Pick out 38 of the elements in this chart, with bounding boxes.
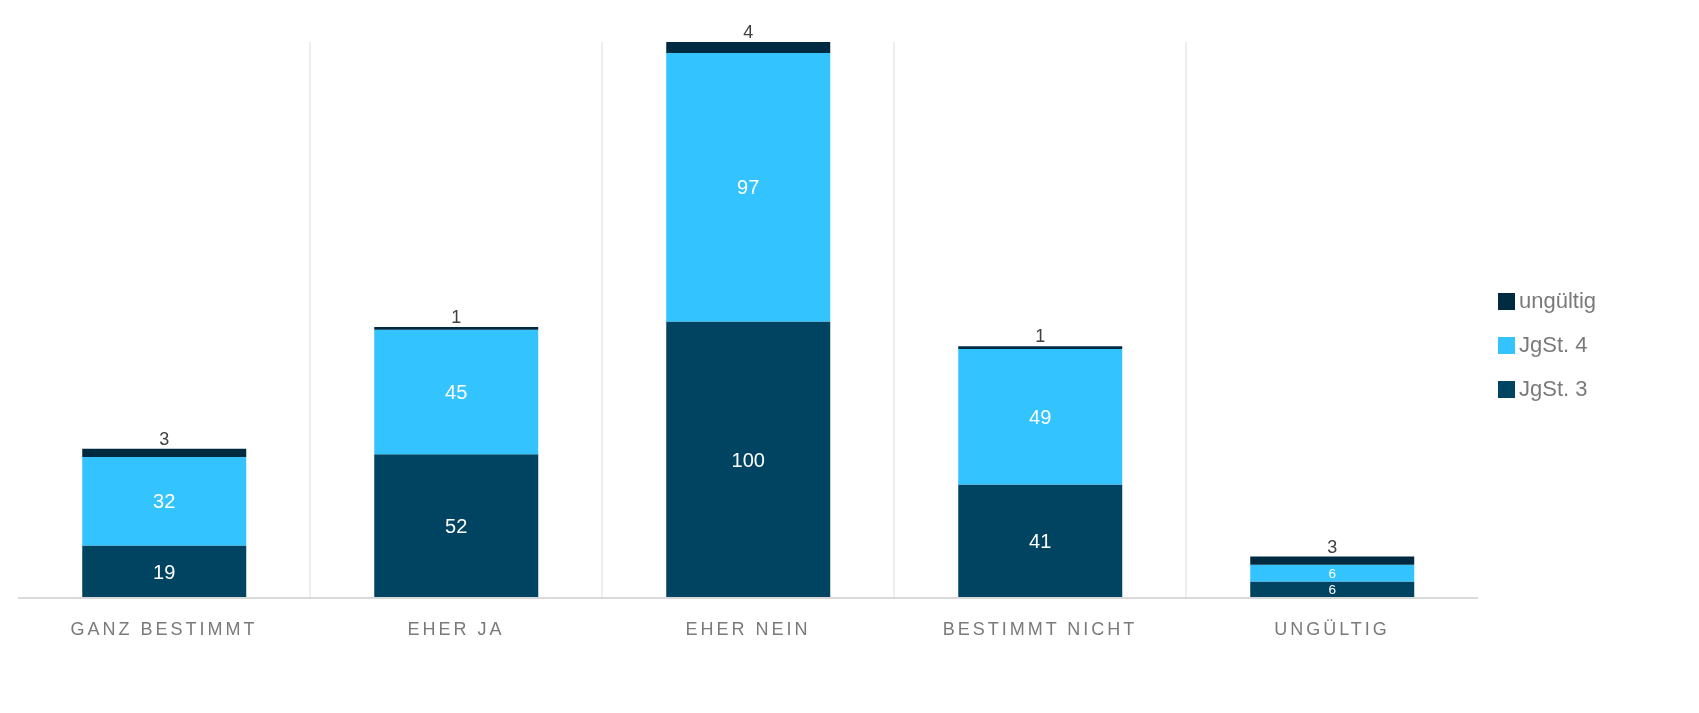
data-label: 41	[1029, 530, 1052, 553]
data-label: 32	[153, 490, 176, 513]
bar	[1250, 556, 1415, 565]
bar	[82, 456, 247, 546]
bar	[374, 454, 539, 598]
bar	[958, 349, 1123, 485]
bar	[82, 545, 247, 598]
x-tick-label: BESTIMMT NICHT	[942, 618, 1138, 639]
data-label: 45	[445, 380, 468, 403]
data-label: 1	[451, 306, 462, 327]
legend-label: JgSt. 3	[1519, 376, 1588, 402]
bar	[666, 53, 831, 322]
bar	[666, 42, 831, 54]
data-label: 6	[1328, 582, 1337, 598]
data-label: 19	[153, 560, 176, 583]
bar	[1250, 564, 1415, 582]
data-label: 3	[159, 428, 170, 449]
data-label: 100	[731, 448, 765, 471]
data-label: 49	[1029, 405, 1052, 428]
x-tick-label: EHER NEIN	[685, 618, 811, 639]
data-label: 4	[743, 22, 754, 42]
legend-label: JgSt. 4	[1519, 332, 1588, 358]
data-label: 6	[1328, 565, 1337, 581]
bar	[1250, 581, 1415, 598]
data-label: 3	[1327, 536, 1338, 557]
x-tick-label: EHER JA	[407, 618, 505, 639]
bar	[374, 329, 539, 455]
legend-label: ungültig	[1519, 288, 1597, 314]
data-label: 52	[445, 515, 468, 538]
x-tick-label: UNGÜLTIG	[1274, 618, 1390, 639]
data-label: 97	[737, 176, 760, 199]
bar	[958, 484, 1123, 598]
bar	[958, 346, 1123, 350]
bar	[374, 326, 539, 330]
bar	[82, 448, 247, 457]
x-tick-label: GANZ BESTIMMT	[70, 618, 258, 639]
data-label: 1	[1035, 326, 1046, 347]
bar	[666, 321, 831, 598]
